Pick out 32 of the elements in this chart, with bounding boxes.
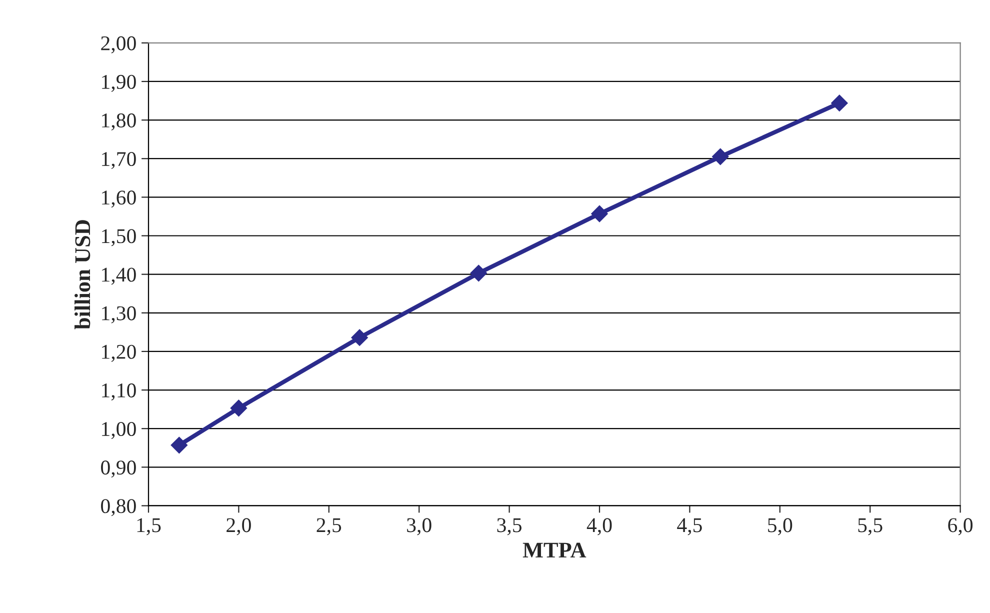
point — [712, 148, 729, 166]
y-tick-label: 1,30 — [102, 306, 136, 324]
y-tick-label: 1,70 — [102, 152, 136, 170]
point — [591, 205, 608, 222]
x-tick-label: 2,0 — [226, 518, 251, 536]
y-tick-label: 1,80 — [102, 113, 136, 130]
x-tick-label: 2,5 — [316, 518, 342, 536]
point — [470, 264, 488, 282]
y-tick-label: 1,00 — [102, 422, 136, 440]
x-tick-label: 5,0 — [768, 518, 792, 536]
y-tick-label: 1,10 — [102, 383, 136, 400]
x-tick-label: 5,5 — [858, 518, 882, 536]
y-axis-title: billion USD — [74, 220, 90, 330]
y-tick-label: 0,90 — [101, 460, 136, 478]
x-tick-label: 4,5 — [677, 518, 702, 536]
point — [351, 329, 368, 346]
y-tick-label: 0,80 — [101, 499, 136, 516]
x-tick-label: 3,0 — [407, 518, 432, 536]
y-tick-label: 2,00 — [101, 36, 136, 54]
x-axis-title: MTPA — [522, 542, 586, 558]
x-tick-label: 6,0 — [948, 518, 973, 536]
point — [230, 400, 248, 417]
x-tick-label: 4,0 — [586, 518, 612, 536]
point — [170, 436, 188, 454]
y-tick-label: 1,20 — [102, 344, 136, 362]
x-tick-label: 3,5 — [497, 518, 522, 536]
y-tick-label: 1,90 — [102, 74, 136, 92]
y-tick-label: 1,50 — [102, 229, 136, 246]
x-tick-label: 1,5 — [137, 518, 161, 536]
y-tick-label: 1,40 — [102, 268, 136, 285]
y-tick-label: 1,60 — [102, 190, 136, 208]
point — [831, 94, 848, 112]
